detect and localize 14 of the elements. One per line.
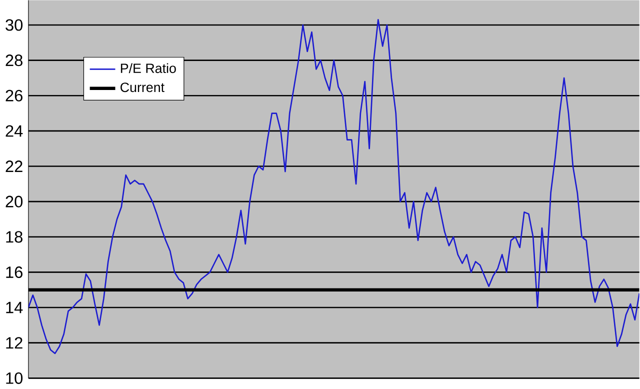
y-tick-label: 28 bbox=[6, 54, 22, 66]
y-tick-label: 26 bbox=[6, 90, 22, 102]
y-tick-label: 30 bbox=[6, 19, 23, 31]
legend-label: Current bbox=[120, 82, 164, 92]
y-tick-label: 16 bbox=[6, 266, 22, 278]
y-tick-label: 12 bbox=[6, 337, 22, 349]
y-tick-label: 24 bbox=[6, 125, 23, 137]
y-tick-label: 22 bbox=[6, 160, 22, 172]
y-tick-label: 10 bbox=[6, 372, 23, 384]
y-tick-label: 14 bbox=[6, 302, 23, 314]
legend-label: P/E Ratio bbox=[120, 63, 176, 74]
line-series bbox=[28, 19, 640, 354]
y-tick-label: 18 bbox=[6, 231, 22, 243]
y-tick-label: 20 bbox=[6, 196, 23, 208]
